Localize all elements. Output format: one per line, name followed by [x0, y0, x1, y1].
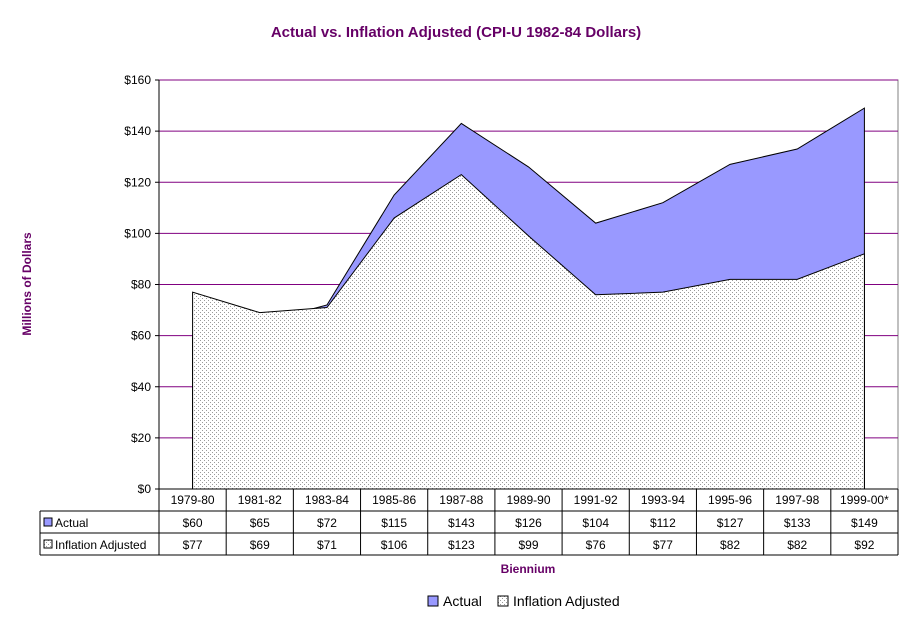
data-label: $104	[582, 516, 609, 530]
y-tick-label: $40	[131, 380, 151, 394]
x-tick-label: 1991-92	[574, 493, 618, 507]
table-series-name: Actual	[55, 516, 88, 530]
x-tick-label: 1989-90	[506, 493, 550, 507]
table-series-name: Inflation Adjusted	[55, 538, 146, 552]
data-label: $106	[381, 538, 408, 552]
data-label: $123	[448, 538, 475, 552]
data-label: $65	[250, 516, 270, 530]
data-label: $72	[317, 516, 337, 530]
legend-label: Actual	[443, 593, 482, 609]
data-label: $92	[854, 538, 874, 552]
data-label: $143	[448, 516, 475, 530]
y-tick-label: $80	[131, 278, 151, 292]
legend-swatch	[427, 595, 439, 607]
x-tick-label: 1979-80	[171, 493, 215, 507]
x-tick-label: 1981-82	[238, 493, 282, 507]
data-label: $77	[183, 538, 203, 552]
y-tick-label: $0	[138, 482, 152, 496]
y-tick-label: $160	[124, 73, 151, 87]
x-tick-label: 1997-98	[775, 493, 819, 507]
data-label: $99	[518, 538, 538, 552]
y-tick-label: $100	[124, 226, 151, 240]
y-tick-labels: $0 $20 $40 $60 $80 $100 $120 $140 $160	[124, 73, 151, 496]
data-label: $149	[851, 516, 878, 530]
y-tick-label: $140	[124, 124, 151, 138]
x-axis-label: Biennium	[501, 562, 556, 576]
data-label: $69	[250, 538, 270, 552]
legend-label: Inflation Adjusted	[513, 593, 620, 609]
x-tick-label: 1985-86	[372, 493, 416, 507]
x-tick-label: 1995-96	[708, 493, 752, 507]
data-label: $71	[317, 538, 337, 552]
data-label: $112	[650, 516, 676, 530]
legend: Actual Inflation Adjusted	[427, 593, 620, 609]
data-table: 1979-80 1981-82 1983-84 1985-86 1987-88 1989-…	[39, 488, 899, 556]
chart-title: Actual vs. Inflation Adjusted (CPI-U 198…	[271, 24, 641, 41]
data-label: $60	[183, 516, 203, 530]
data-label: $76	[586, 538, 606, 552]
x-tick-label: 1983-84	[305, 493, 349, 507]
data-label: $133	[784, 516, 811, 530]
data-label: $82	[720, 538, 740, 552]
x-tick-label: 1987-88	[439, 493, 483, 507]
x-tick-label: 1999-00*	[840, 493, 889, 507]
data-label: $82	[787, 538, 807, 552]
plot-areas	[192, 107, 865, 490]
y-tick-label: $20	[131, 431, 151, 445]
legend-swatch	[497, 595, 509, 607]
data-label: $127	[717, 516, 744, 530]
series-area-inflation-adjusted	[192, 173, 865, 490]
data-label: $126	[515, 516, 542, 530]
y-axis-label: Millions of Dollars	[20, 232, 34, 336]
y-tick-label: $60	[131, 329, 151, 343]
table-legend-swatch	[43, 517, 53, 527]
table-legend-swatch	[43, 539, 53, 549]
data-label: $115	[381, 516, 407, 530]
data-label: $77	[653, 538, 673, 552]
y-tick-label: $120	[124, 175, 151, 189]
x-tick-label: 1993-94	[641, 493, 685, 507]
